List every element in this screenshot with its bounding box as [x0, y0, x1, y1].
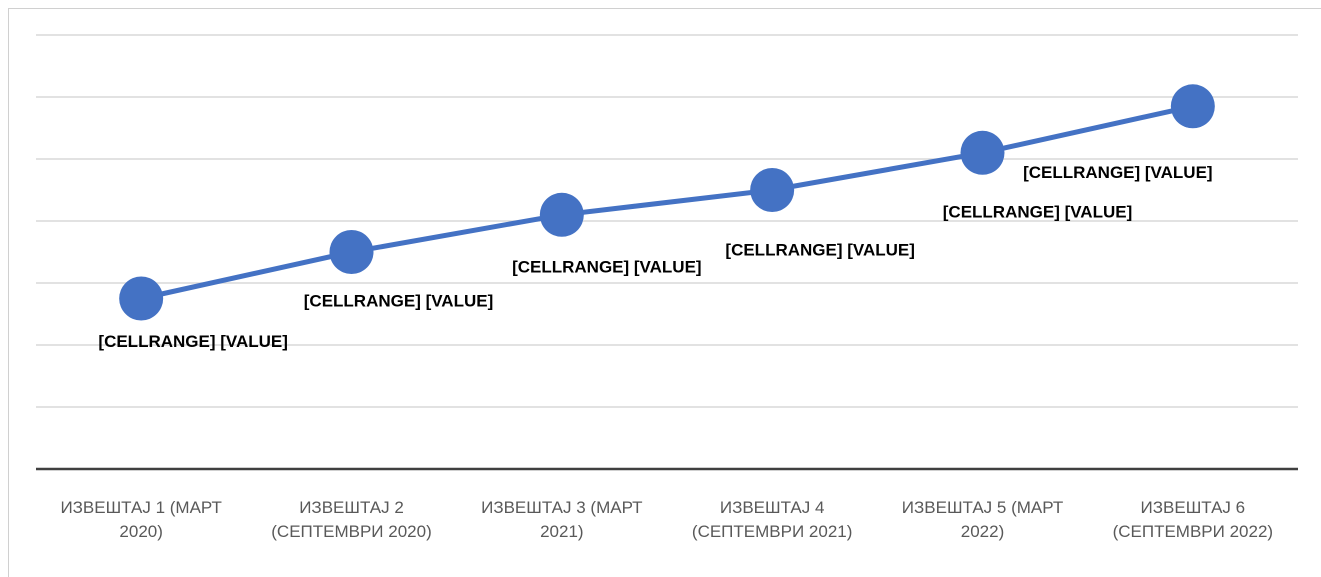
x-tick-label: ИЗВЕШТАЈ 6 (СЕПТЕМВРИ 2022) — [1112, 498, 1274, 541]
marker — [750, 168, 795, 212]
marker — [329, 230, 374, 274]
data-label: [CELLRANGE] [VALUE] — [725, 240, 915, 259]
x-tick-label: ИЗВЕШТАЈ 1 (МАРТ 2020) — [60, 498, 222, 541]
marker — [1170, 84, 1215, 129]
marker — [539, 192, 584, 237]
data-label: [CELLRANGE] [VALUE] — [943, 202, 1133, 221]
marker — [960, 130, 1005, 175]
series-line — [140, 103, 1194, 301]
x-tick-label: ИЗВЕШТАЈ 3 (МАРТ 2021) — [481, 498, 643, 541]
marker — [119, 276, 164, 321]
x-tick-label: ИЗВЕШТАЈ 5 (МАРТ 2022) — [901, 498, 1064, 541]
data-label: [CELLRANGE] [VALUE] — [98, 332, 288, 351]
data-label: [CELLRANGE] [VALUE] — [304, 291, 494, 310]
chart-frame — [8, 8, 1321, 577]
data-label: [CELLRANGE] [VALUE] — [1023, 163, 1213, 182]
data-label: [CELLRANGE] [VALUE] — [512, 257, 702, 276]
x-tick-label: ИЗВЕШТАЈ 2 (СЕПТЕМВРИ 2020) — [271, 498, 432, 541]
x-tick-label: ИЗВЕШТАЈ 4 (СЕПТЕМВРИ 2021) — [691, 498, 853, 541]
